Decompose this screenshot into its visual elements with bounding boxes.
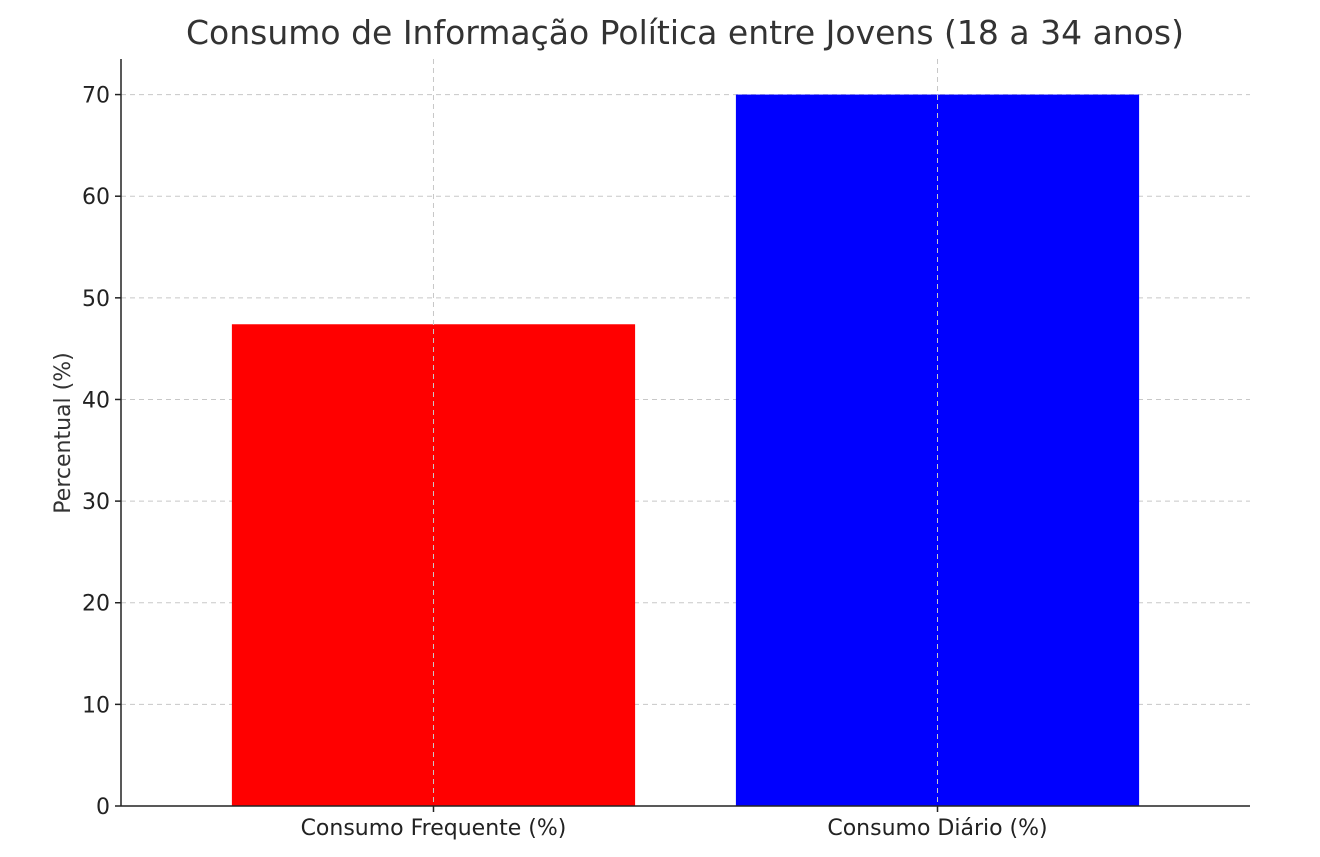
x-tick-label-2: Consumo Diário (%) [827, 816, 1047, 841]
ticks-layer: 0 10 20 30 40 50 60 70 Consumo Frequente (%) Cons… [82, 84, 1048, 841]
y-tick-label-60: 60 [82, 185, 110, 210]
y-tick-label-30: 30 [82, 490, 110, 515]
y-tick-label-0: 0 [96, 795, 110, 820]
y-axis-label: Percentual (%) [51, 352, 76, 513]
y-tick-label-70: 70 [82, 84, 110, 109]
y-tick-label-20: 20 [82, 592, 110, 617]
chart-title: Consumo de Informação Política entre Jov… [186, 13, 1184, 52]
y-tick-label-10: 10 [82, 693, 110, 718]
x-tick-label-1: Consumo Frequente (%) [301, 816, 567, 841]
axes-layer [120, 59, 1250, 807]
y-tick-label-50: 50 [82, 287, 110, 312]
bars-layer [231, 94, 1140, 807]
y-tick-label-40: 40 [82, 388, 110, 413]
